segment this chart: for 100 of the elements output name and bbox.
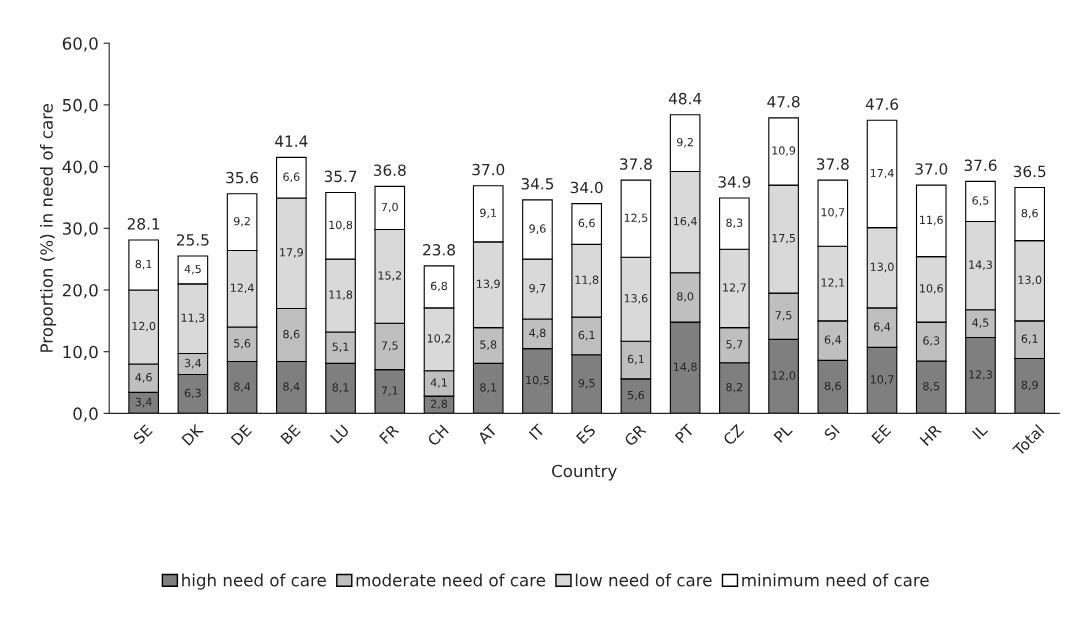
data-label: 9,2 <box>677 137 693 148</box>
x-tick-label: EE <box>871 424 892 444</box>
data-label: 8,3 <box>726 218 743 229</box>
data-label: 7,5 <box>381 341 398 351</box>
data-label: 11,8 <box>575 275 599 286</box>
data-label: 13,9 <box>477 279 500 290</box>
data-label: 10,9 <box>772 146 796 156</box>
data-label: 4,8 <box>529 328 546 339</box>
total-label: 34.9 <box>718 176 751 188</box>
data-label: 8,6 <box>824 381 841 392</box>
x-tick-label: ES <box>575 423 597 445</box>
data-label: 6,1 <box>1021 334 1038 345</box>
data-label: 9,6 <box>529 224 546 234</box>
x-tick-label: DK <box>181 423 204 446</box>
x-tick-label: DE <box>230 424 252 446</box>
x-tick-label: CZ <box>722 423 745 446</box>
legend-label: minimum need of care <box>742 573 929 587</box>
data-label: 3,4 <box>184 358 202 369</box>
x-tick-label: PT <box>674 423 695 444</box>
data-label: 10,7 <box>821 207 845 218</box>
data-label: 6,6 <box>283 172 300 183</box>
data-label: 3,4 <box>135 397 152 408</box>
data-label: 11,3 <box>181 313 205 324</box>
data-label: 6,4 <box>873 322 891 332</box>
x-tick-label: LU <box>330 424 350 444</box>
legend-label: high need of care <box>182 573 326 590</box>
total-label: 47.6 <box>865 98 899 110</box>
x-tick-label: SE <box>132 424 153 445</box>
total-label: 34.0 <box>570 181 603 194</box>
legend-label: low need of care <box>575 573 712 587</box>
total-label: 48.4 <box>668 92 702 105</box>
data-label: 7,0 <box>381 202 398 213</box>
total-label: 36.5 <box>1013 165 1046 178</box>
data-label: 10,6 <box>920 284 943 294</box>
data-label: 4,5 <box>972 318 989 328</box>
data-label: 5,8 <box>480 340 497 350</box>
x-tick-label: PL <box>773 423 793 443</box>
data-label: 10,8 <box>329 220 353 231</box>
total-label: 25.5 <box>176 234 209 246</box>
total-label: 47.8 <box>767 95 800 108</box>
data-label: 13,0 <box>1018 275 1042 286</box>
total-label: 35.7 <box>324 170 357 183</box>
data-label: 8,1 <box>332 383 349 393</box>
x-tick-label: BE <box>280 424 301 445</box>
data-label: 14,8 <box>673 362 697 373</box>
data-label: 16,4 <box>673 216 697 227</box>
data-label: 12,5 <box>624 213 648 224</box>
x-tick-label: SI <box>823 424 840 441</box>
data-label: 17,5 <box>772 234 795 244</box>
data-label: 4,1 <box>430 378 447 388</box>
data-label: 5,1 <box>332 342 349 353</box>
data-label: 11,6 <box>920 215 943 226</box>
x-tick-label: AT <box>476 423 498 445</box>
data-label: 13,0 <box>870 262 894 273</box>
data-label: 8,9 <box>1021 380 1038 391</box>
total-label: 37.0 <box>915 163 948 175</box>
data-label: 5,6 <box>234 339 251 349</box>
total-label: 37.8 <box>816 158 849 170</box>
y-tick-label: 0,0 <box>73 407 98 422</box>
data-label: 6,5 <box>972 196 989 206</box>
data-label: 9,5 <box>578 378 595 389</box>
data-label: 6,1 <box>627 354 644 365</box>
y-tick-label: 10,0 <box>63 345 98 360</box>
x-axis-title: Country <box>552 464 617 481</box>
x-tick-label: IL <box>972 423 988 440</box>
data-label: 8,6 <box>283 329 300 340</box>
total-label: 23.8 <box>423 244 455 256</box>
data-label: 11,8 <box>329 290 353 300</box>
data-label: 4,6 <box>135 373 152 383</box>
y-tick-label: 30,0 <box>62 222 98 237</box>
data-label: 12,4 <box>230 283 254 294</box>
data-label: 9,1 <box>480 208 497 219</box>
y-tick-label: 20,0 <box>62 283 98 299</box>
data-label: 7,1 <box>381 386 398 396</box>
total-label: 37.6 <box>964 159 997 172</box>
total-label: 28.1 <box>127 218 160 230</box>
data-label: 6,8 <box>430 281 448 292</box>
total-label: 36.8 <box>373 164 406 176</box>
data-label: 8,1 <box>135 259 152 270</box>
data-label: 7,5 <box>775 311 792 321</box>
total-label: 41.4 <box>275 135 308 147</box>
data-label: 12,0 <box>132 321 156 332</box>
data-label: 6,3 <box>923 336 940 346</box>
x-tick-label: GR <box>623 423 647 447</box>
legend-label: moderate need of care <box>356 573 546 587</box>
data-label: 8,6 <box>1021 208 1038 219</box>
data-label: 9,2 <box>233 216 250 227</box>
data-label: 12,1 <box>821 278 845 288</box>
data-label: 8,4 <box>234 382 251 392</box>
x-tick-label: IT <box>528 423 546 441</box>
data-label: 6,1 <box>578 330 595 341</box>
total-label: 35.6 <box>226 171 259 184</box>
data-label: 6,6 <box>578 218 595 229</box>
data-label: 12,3 <box>969 370 992 380</box>
x-tick-label: HR <box>919 423 942 446</box>
data-label: 12,7 <box>723 283 746 293</box>
total-label: 37.0 <box>472 163 505 176</box>
y-axis-title: Proportion (%) in need of care <box>39 104 57 352</box>
data-label: 5,6 <box>627 390 645 401</box>
data-label: 8,0 <box>677 292 694 302</box>
